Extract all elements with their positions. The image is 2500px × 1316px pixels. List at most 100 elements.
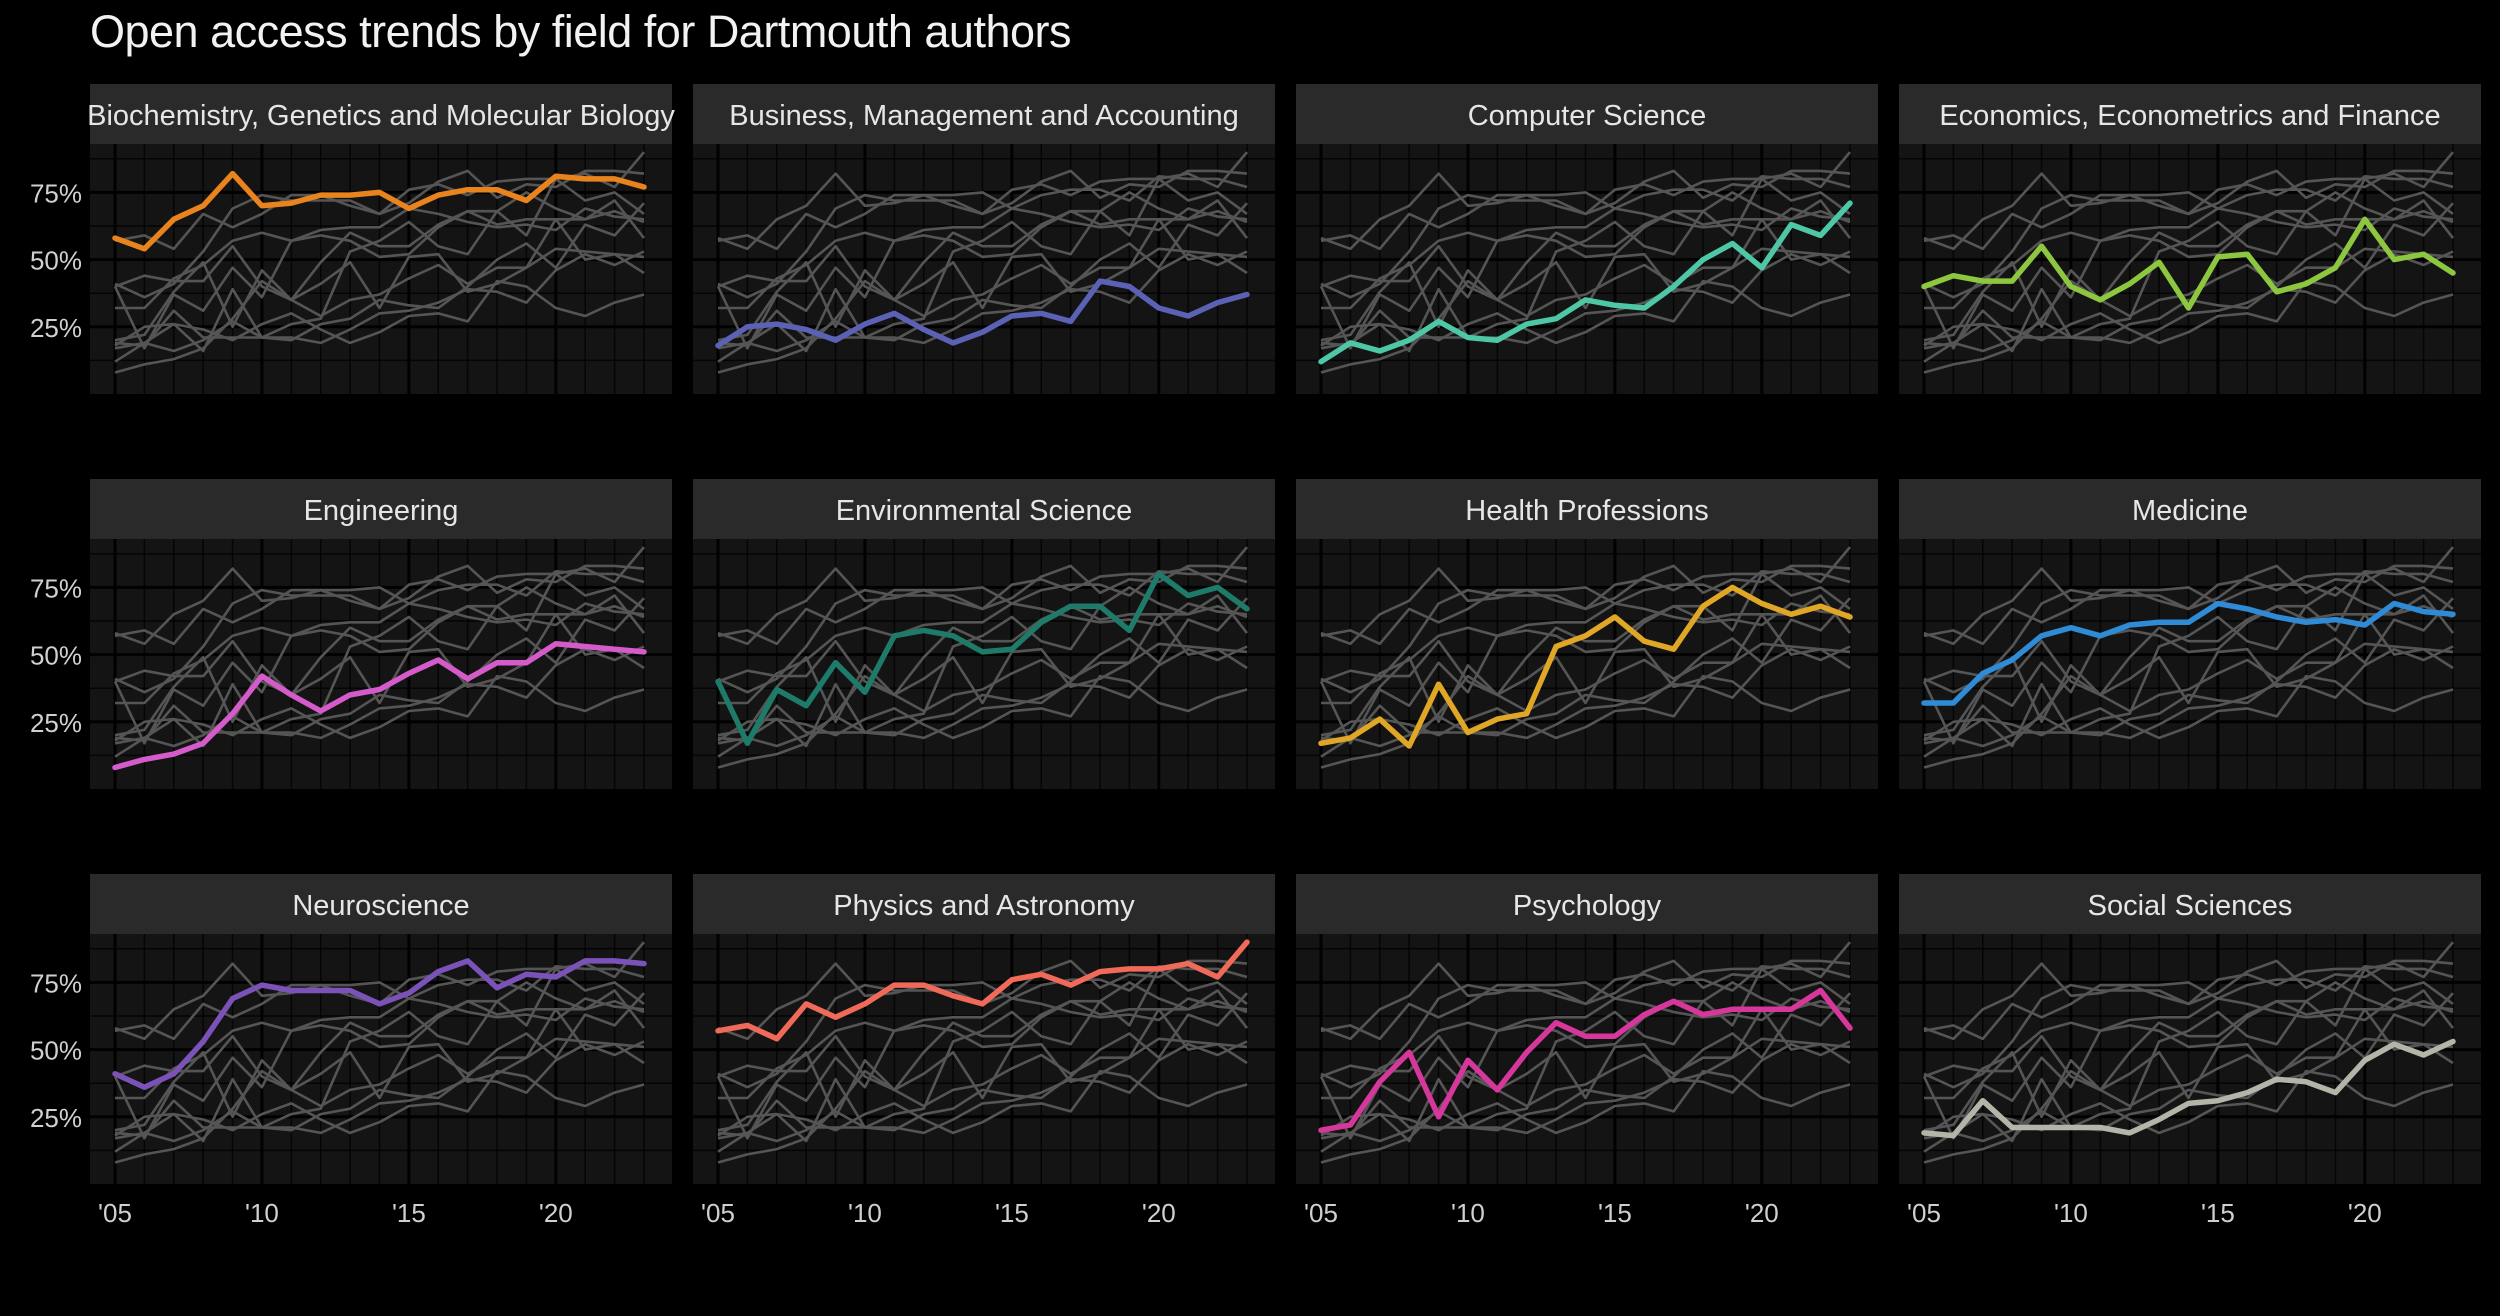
x-tick-label: '05 [1907,1198,1941,1228]
background-line-computer-science [1320,597,1851,758]
panel-business-management-and-accounting: Business, Management and Accounting [693,84,1275,394]
series-line-biochemistry-genetics-and-molecular-biology [112,170,647,252]
x-tick-label: '10 [245,1198,279,1228]
background-line-business-management-and-accounting [1320,674,1851,742]
background-line-business-management-and-accounting [1923,279,2454,347]
x-tick-label: '05 [98,1198,132,1228]
panel-biochemistry-genetics-and-molecular-biology: Biochemistry, Genetics and Molecular Bio… [87,84,675,394]
panel-strip [1296,84,1878,144]
background-line-health-professions [1320,191,1851,353]
background-line-physics-and-astronomy [1923,546,2454,646]
series-line-health-professions [1318,584,1853,749]
background-line-health-professions [717,586,1248,748]
background-line-psychology [114,989,646,1132]
series-line-social-sciences [1921,1038,2456,1139]
x-tick-label: '15 [392,1198,426,1228]
background-line-psychology [114,199,646,342]
panel-medicine: Medicine [1899,479,2481,789]
panel-strip-label: Physics and Astronomy [833,890,1135,922]
panel-grid [90,539,672,789]
x-tick-label: '20 [1142,1198,1176,1228]
background-line-business-management-and-accounting [114,279,645,347]
background-line-health-professions [717,191,1248,353]
background-line-social-sciences [717,1040,1248,1137]
background-line-psychology [1923,989,2455,1132]
panel-economics-econometrics-and-finance: Economics, Econometrics and Finance [1899,84,2481,394]
series-line-computer-science [1318,200,1853,365]
y-tick-label: 50% [30,641,82,671]
background-line-psychology [717,989,1249,1132]
series-line-medicine [1921,600,2456,706]
background-series [113,151,646,374]
background-line-biochemistry-genetics-and-molecular-biology [1320,567,1851,646]
series-line-physics-and-astronomy [715,939,1250,1042]
x-tick-label: '05 [1304,1198,1338,1228]
background-series [113,546,646,758]
background-line-health-professions [717,981,1248,1143]
background-line-health-professions [1923,981,2454,1143]
background-line-computer-science [114,202,645,363]
background-line-computer-science [1320,992,1851,1153]
panel-physics-and-astronomy: Physics and Astronomy [693,874,1275,1184]
background-line-biochemistry-genetics-and-molecular-biology [114,962,645,1041]
background-line-computer-science [114,597,645,758]
panel-strip [1899,479,2481,539]
background-line-computer-science [717,597,1248,758]
series-line-psychology [1318,987,1853,1133]
y-tick-label: 75% [30,573,82,603]
panel-strip [693,874,1275,934]
background-series [1922,151,2455,374]
background-line-biochemistry-genetics-and-molecular-biology [1320,172,1851,251]
background-line-psychology [1320,199,1852,342]
series-line-engineering [112,641,647,771]
panel-strip [90,874,672,934]
x-tick-label: '15 [995,1198,1029,1228]
series-line-environmental-science [715,571,1250,747]
panel-strip [90,84,672,144]
background-line-business-management-and-accounting [114,674,645,742]
background-line-social-sciences [1320,1040,1851,1137]
y-tick-label: 25% [30,708,82,738]
panel-strip [1899,84,2481,144]
background-line-psychology [1320,594,1852,737]
panel-strip-label: Engineering [304,495,459,527]
background-line-physics-and-astronomy [717,151,1248,251]
y-tick-label: 75% [30,968,82,998]
x-tick-label: '10 [848,1198,882,1228]
panel-strip [90,479,672,539]
background-line-computer-science [717,992,1248,1153]
panel-engineering: Engineering [90,479,672,789]
panel-strip [1899,874,2481,934]
background-line-social-sciences [717,250,1248,347]
x-tick-label: '10 [2054,1198,2088,1228]
background-line-business-management-and-accounting [1320,279,1851,347]
background-line-business-management-and-accounting [114,1069,645,1137]
background-line-physics-and-astronomy [1320,941,1851,1041]
background-line-physics-and-astronomy [114,546,645,646]
background-line-social-sciences [114,645,645,742]
panel-strip-label: Social Sciences [2088,890,2293,922]
background-line-biochemistry-genetics-and-molecular-biology [1320,962,1851,1041]
panel-psychology: Psychology [1296,874,1878,1184]
panel-strip [693,479,1275,539]
panel-strip-label: Neuroscience [292,890,469,922]
panel-computer-science: Computer Science [1296,84,1878,394]
background-line-computer-science [1923,597,2454,758]
background-line-biochemistry-genetics-and-molecular-biology [717,172,1248,251]
x-tick-label: '15 [1598,1198,1632,1228]
background-line-health-professions [114,981,645,1143]
panel-neuroscience: Neuroscience [90,874,672,1184]
panel-strip-label: Psychology [1513,890,1662,922]
background-line-psychology [717,594,1249,737]
background-line-social-sciences [1923,645,2454,742]
x-tick-label: '05 [701,1198,735,1228]
background-line-business-management-and-accounting [1923,1069,2454,1137]
background-line-physics-and-astronomy [1320,546,1851,646]
series-line-business-management-and-accounting [715,278,1250,349]
panel-strip-label: Medicine [2132,495,2248,527]
y-tick-label: 50% [30,246,82,276]
panel-strip-label: Environmental Science [836,495,1133,527]
panel-health-professions: Health Professions [1296,479,1878,789]
background-line-health-professions [114,191,645,353]
